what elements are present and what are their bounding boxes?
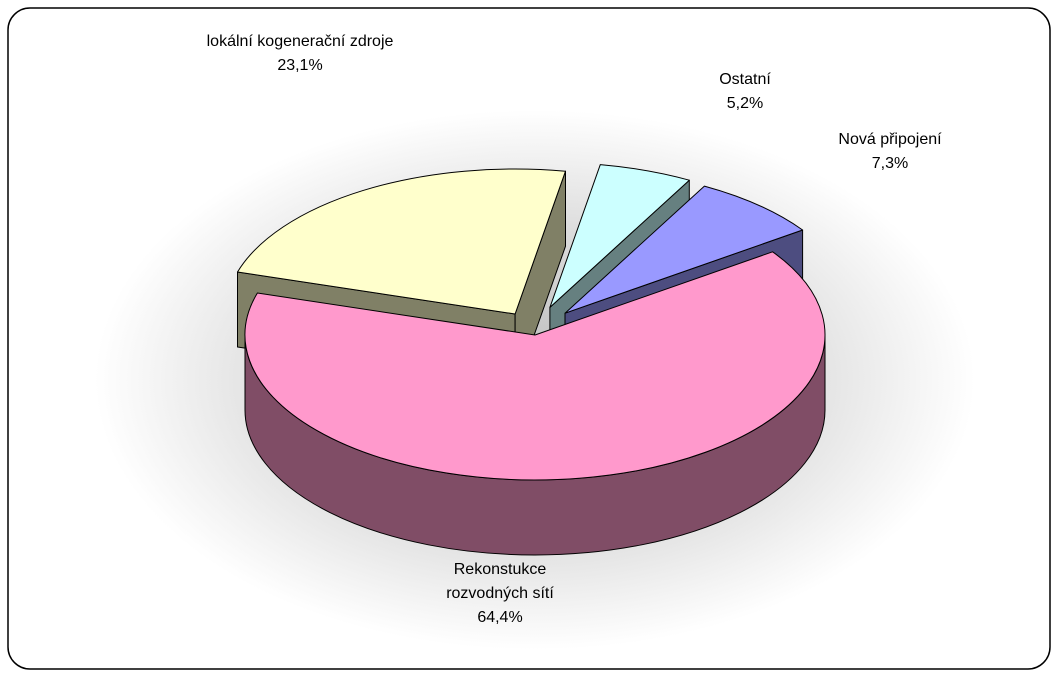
slice-label: Rekonstukce rozvodných sítí 64,4% [425, 558, 575, 630]
slice [244, 251, 826, 481]
slice-label: Ostatní 5,2% [675, 68, 815, 116]
slice [237, 168, 566, 315]
slice [549, 164, 690, 308]
category-label: Rekonstukce rozvodných sítí [446, 561, 554, 602]
category-label: Nová připojení [838, 131, 942, 148]
value-label: 7,3% [871, 155, 909, 172]
value-label: 23,1% [277, 57, 323, 74]
category-label: lokální kogenerační zdroje [206, 33, 394, 50]
slice-label: lokální kogenerační zdroje 23,1% [200, 30, 400, 78]
category-label: Ostatní [719, 71, 771, 88]
value-label: 64,4% [477, 609, 523, 626]
slice-label: Nová připojení 7,3% [800, 128, 980, 176]
slice [564, 185, 804, 314]
pie [237, 164, 826, 556]
value-label: 5,2% [726, 95, 764, 112]
